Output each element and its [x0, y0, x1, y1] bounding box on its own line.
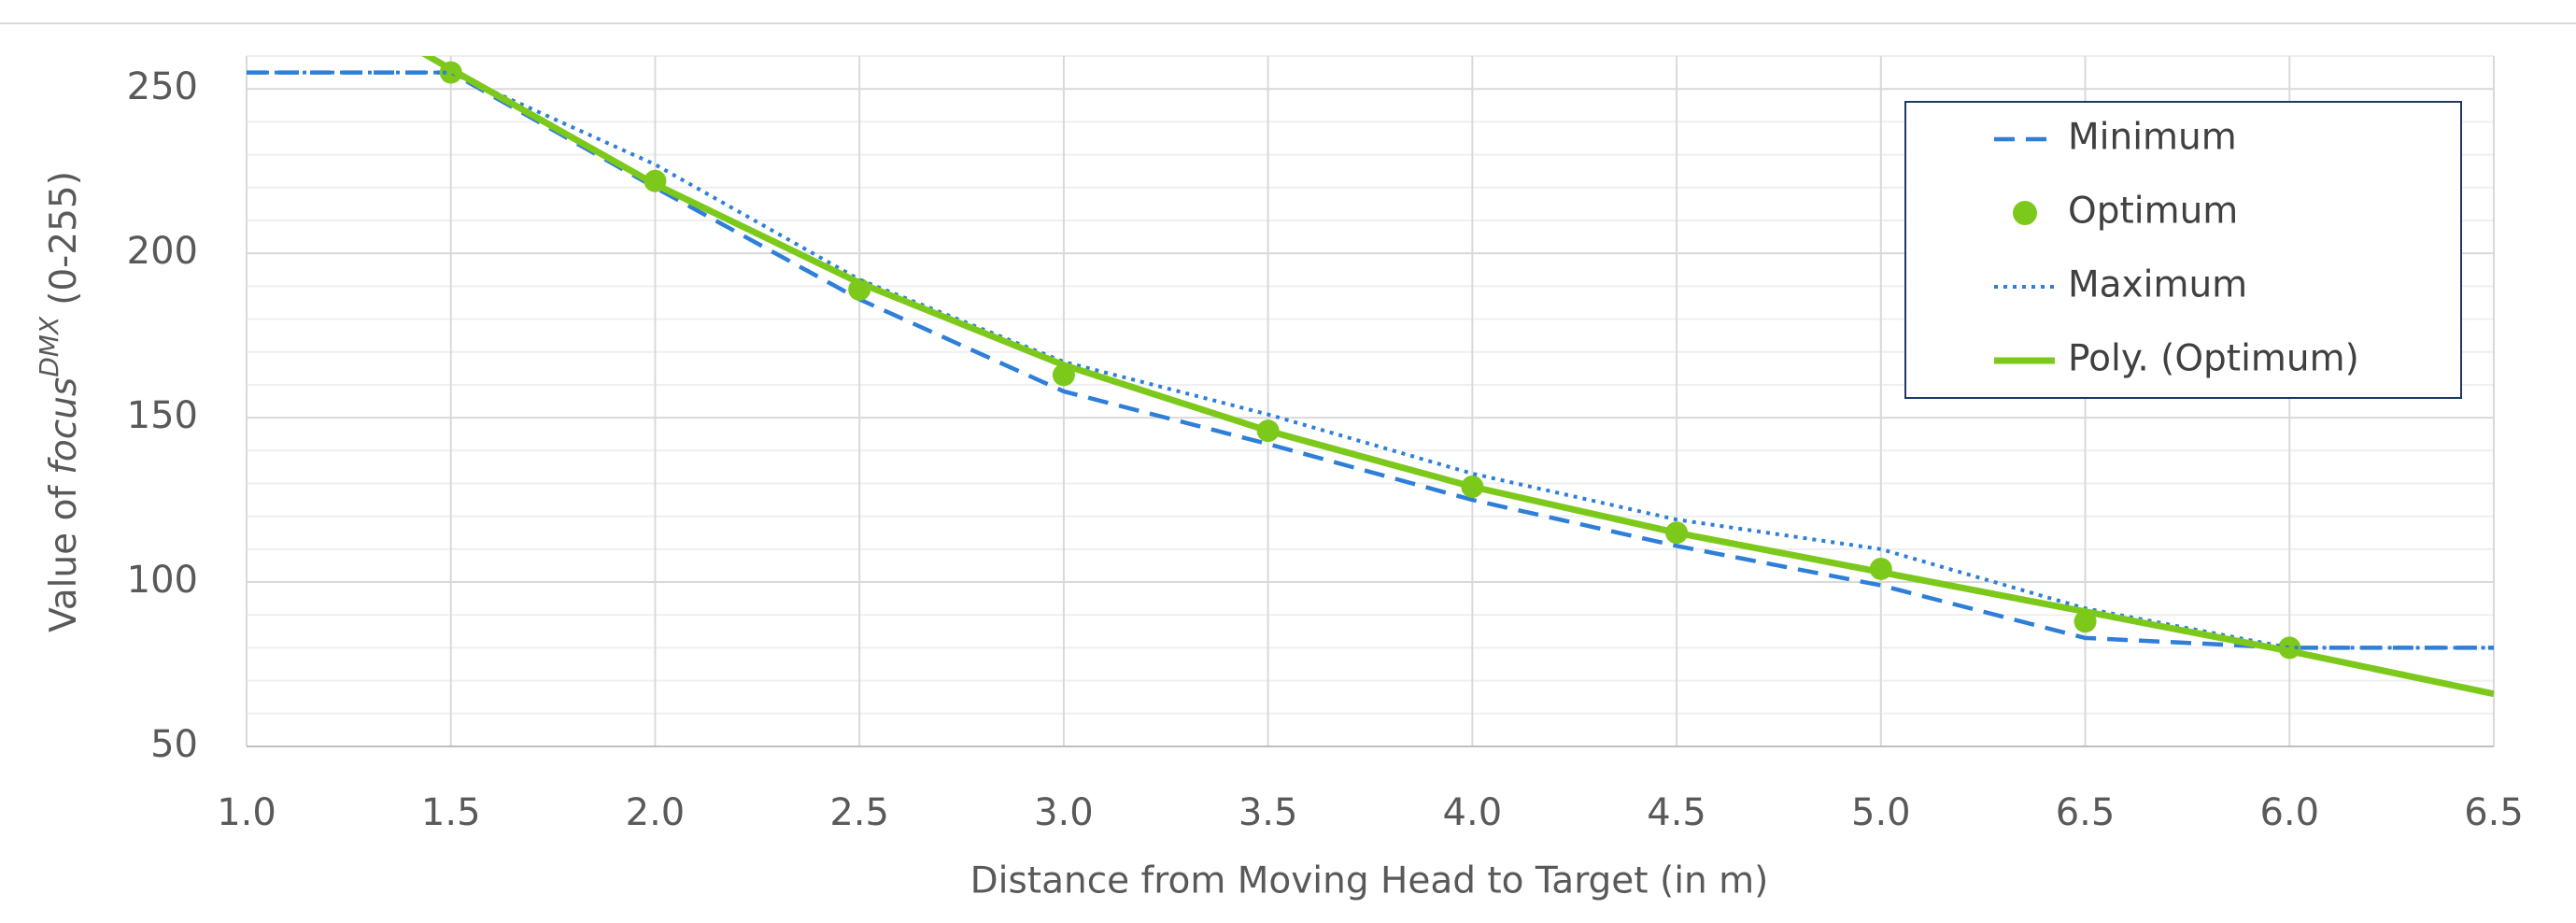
y-tick-label: 250 [127, 65, 198, 108]
legend-label: Minimum [2068, 117, 2237, 159]
x-tick-label: 2.5 [829, 791, 889, 834]
plot-area [247, 56, 2494, 698]
y-label-text: Value of [43, 485, 85, 632]
x-tick-label: 3.5 [1238, 791, 1298, 834]
x-tick-label: 4.5 [1647, 791, 1706, 834]
legend-label: Optimum [2068, 191, 2238, 233]
y-tick-label: 100 [127, 559, 198, 602]
legend-box [1904, 101, 2462, 399]
x-tick-label: 3.0 [1034, 791, 1094, 834]
x-tick-label: 4.0 [1443, 791, 1503, 834]
x-tick-label: 6.5 [2464, 791, 2524, 834]
x-tick-label: 2.0 [626, 791, 686, 834]
x-tick-label: 6.0 [2259, 791, 2319, 834]
y-axis-label: Value of focusDMX (0-255) [34, 171, 85, 632]
x-tick-label: 1.0 [217, 791, 276, 834]
y-label-range: (0-255) [43, 171, 85, 305]
legend-label: Maximum [2068, 264, 2247, 306]
legend-label: Poly. (Optimum) [2068, 338, 2359, 380]
x-tick-label: 1.5 [421, 791, 481, 834]
x-tick-label: 5.0 [1851, 791, 1911, 834]
y-label-sup: DMX [34, 316, 64, 377]
x-tick-label: 6.5 [2056, 791, 2116, 834]
y-label-var: focus [43, 377, 85, 475]
series-line [421, 56, 2494, 698]
legend-marker [2013, 201, 2037, 225]
y-tick-label: 150 [127, 394, 198, 437]
y-tick-label: 50 [150, 723, 198, 766]
y-tick-label: 200 [127, 230, 198, 273]
x-axis-label: Distance from Moving Head to Target (in … [970, 860, 1769, 902]
